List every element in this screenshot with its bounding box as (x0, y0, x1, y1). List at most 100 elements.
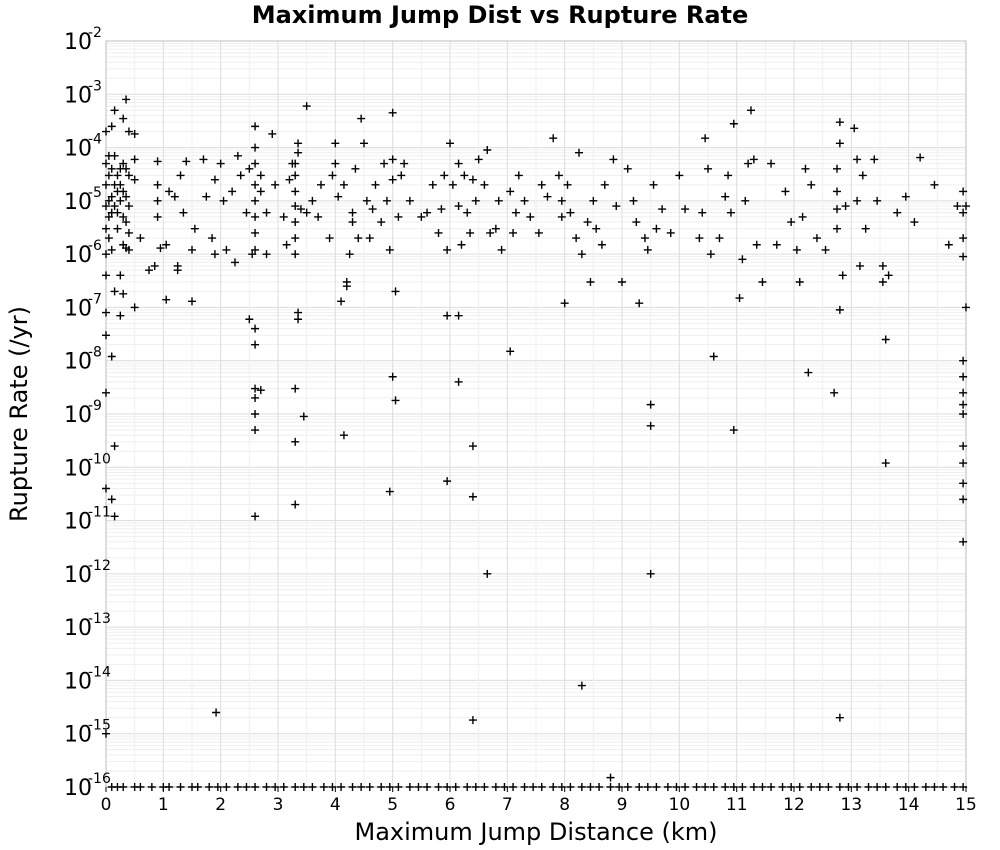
x-tick-label: 9 (617, 795, 628, 815)
data-point (107, 245, 116, 254)
y-tick-label: 10 (64, 30, 92, 55)
data-point (394, 783, 403, 791)
data-point (772, 240, 781, 249)
y-axis-ticks: 10-210-310-410-510-610-710-810-910-1010-… (64, 25, 111, 801)
data-point (251, 143, 260, 152)
data-point (959, 252, 968, 261)
data-point (248, 250, 257, 259)
data-point (873, 783, 882, 791)
y-tick-exponent: -5 (88, 185, 102, 201)
data-point (835, 118, 844, 127)
data-point (299, 783, 308, 791)
y-tick-label: 10 (64, 510, 92, 535)
data-point (646, 400, 655, 409)
data-point (529, 783, 538, 791)
data-point (509, 783, 518, 791)
data-point (798, 212, 807, 221)
data-point (357, 783, 366, 791)
data-point (454, 202, 463, 211)
data-point (245, 164, 254, 173)
data-point (729, 426, 738, 435)
data-point (116, 271, 125, 280)
data-point (921, 783, 930, 791)
data-point (102, 484, 110, 493)
data-point (804, 368, 813, 377)
data-point (153, 196, 162, 205)
data-point (881, 335, 890, 344)
data-point (526, 212, 535, 221)
data-point (884, 271, 893, 280)
data-point (643, 783, 652, 791)
data-point (658, 205, 667, 214)
data-point (282, 240, 291, 249)
data-point (781, 187, 790, 196)
data-point (339, 431, 348, 440)
y-tick-label: 10 (64, 350, 92, 375)
data-point (124, 171, 133, 180)
data-point (747, 106, 755, 115)
data-point (454, 377, 463, 386)
data-point (291, 234, 300, 243)
data-point (959, 410, 968, 418)
data-point (110, 151, 119, 160)
data-point (251, 410, 260, 418)
data-point (858, 171, 867, 180)
data-point (156, 244, 165, 253)
data-point (434, 228, 443, 237)
data-point (577, 681, 586, 690)
data-point (471, 196, 480, 205)
data-point (291, 187, 300, 196)
data-point (162, 295, 171, 304)
x-tick-label: 3 (273, 795, 284, 815)
data-point (698, 208, 707, 217)
y-tick-exponent: -11 (88, 505, 111, 521)
data-point (354, 234, 363, 243)
data-point (959, 442, 968, 451)
data-point (606, 773, 615, 782)
data-point (122, 218, 131, 227)
data-point (299, 412, 308, 421)
data-point (119, 289, 128, 298)
data-point (835, 305, 844, 314)
data-point (666, 228, 675, 237)
data-point (463, 783, 472, 791)
data-point (165, 783, 174, 791)
data-point (451, 783, 460, 791)
data-point (652, 783, 661, 791)
data-point (514, 171, 523, 180)
data-point (741, 196, 750, 205)
data-point (563, 180, 572, 189)
data-point (380, 159, 389, 168)
data-point (119, 159, 128, 168)
data-point (302, 102, 311, 111)
data-point (454, 311, 463, 320)
data-point (236, 171, 245, 180)
data-point (454, 159, 463, 168)
y-tick-exponent: -6 (88, 238, 102, 254)
data-point (460, 171, 469, 180)
data-point (795, 278, 804, 287)
data-point (824, 783, 833, 791)
data-point (233, 151, 242, 160)
data-point (405, 783, 414, 791)
data-point (228, 187, 237, 196)
data-point (150, 261, 159, 270)
x-tick-label: 1 (158, 795, 169, 815)
data-point (245, 315, 254, 324)
data-point (916, 153, 925, 162)
data-point (188, 297, 196, 306)
y-tick-exponent: -7 (88, 291, 102, 307)
data-point (331, 159, 340, 168)
data-point (251, 212, 260, 221)
y-tick-label: 10 (64, 456, 92, 481)
y-tick-label: 10 (64, 190, 92, 215)
data-point (801, 164, 810, 173)
data-point (758, 783, 767, 791)
data-point (400, 159, 409, 168)
data-point (328, 171, 337, 180)
data-point (348, 208, 357, 217)
data-point (256, 171, 265, 180)
data-point (632, 218, 641, 227)
data-point (202, 192, 211, 201)
